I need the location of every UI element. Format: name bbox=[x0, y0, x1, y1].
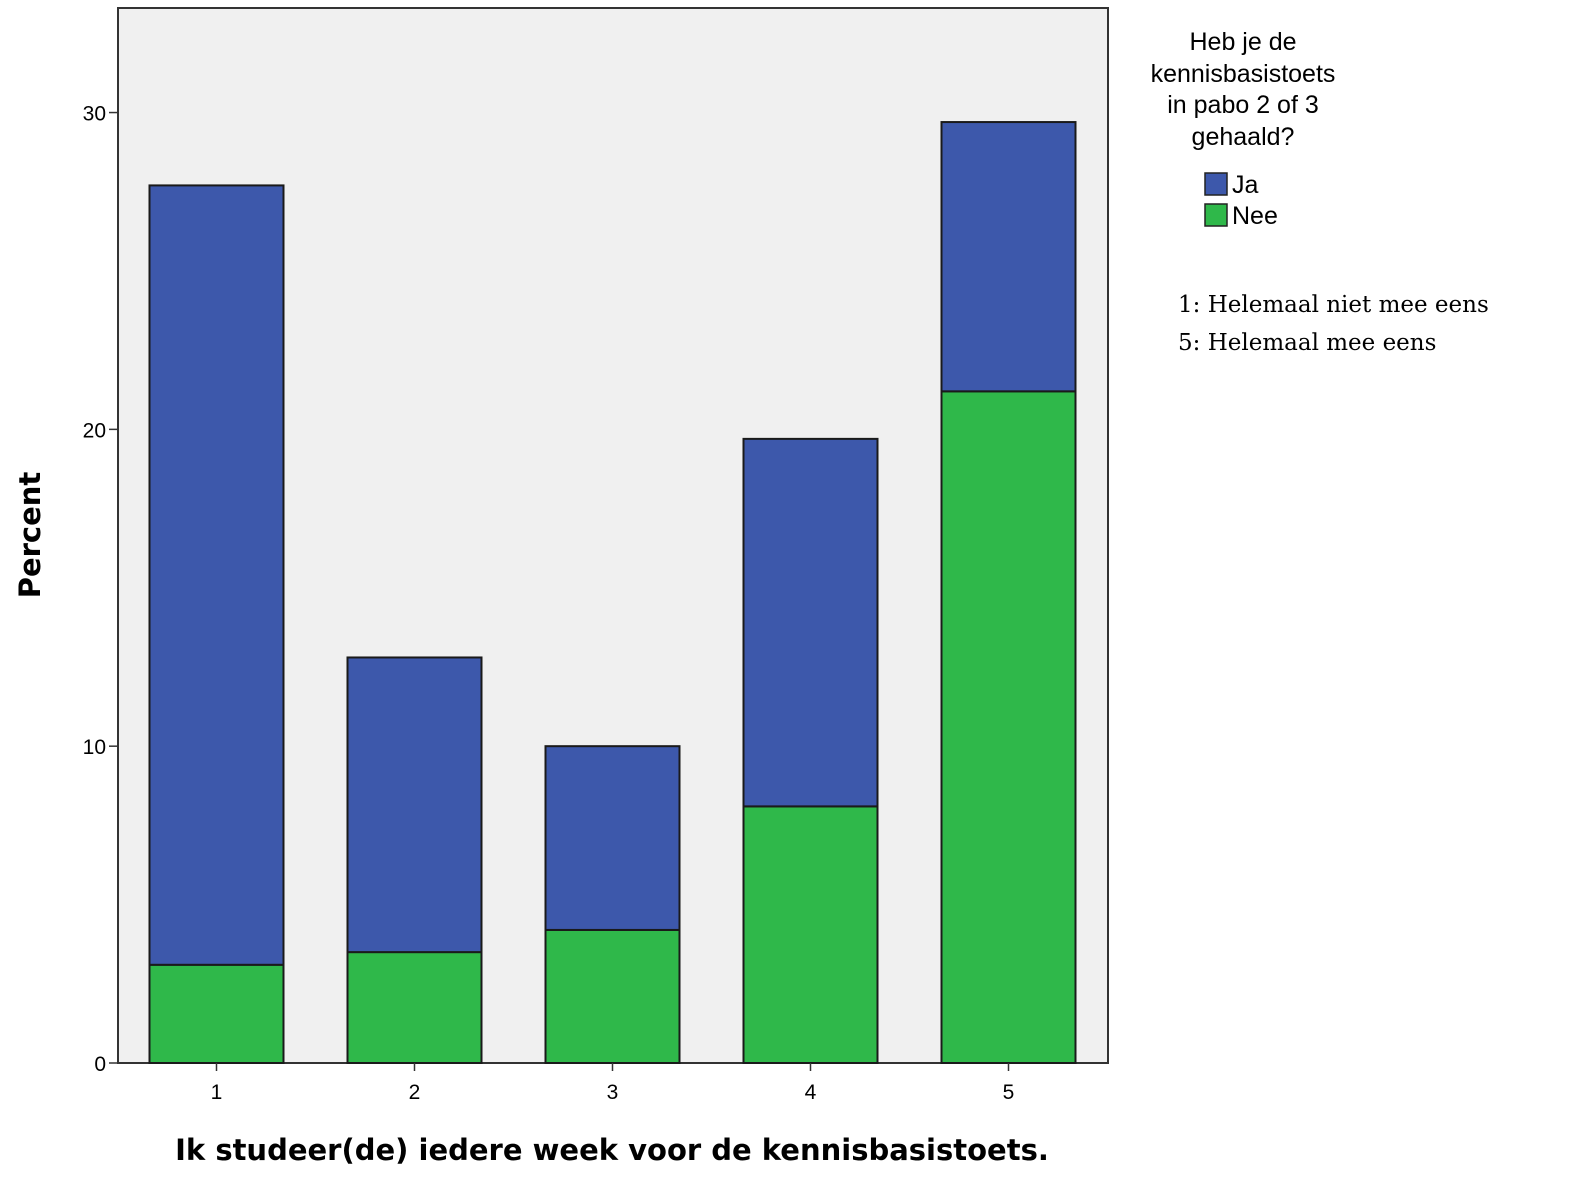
y-tick-label-0: 0 bbox=[94, 1053, 106, 1076]
legend-swatch-ja bbox=[1204, 172, 1228, 196]
legend-label-nee: Nee bbox=[1232, 202, 1278, 230]
x-tick-label-2: 2 bbox=[409, 1081, 421, 1104]
bar-nee-5 bbox=[940, 390, 1077, 1065]
legend-title-line-4: gehaald? bbox=[1192, 123, 1295, 151]
x-tick-label-1: 1 bbox=[211, 1081, 223, 1104]
bars-group bbox=[148, 121, 1077, 1065]
bar-ja-3 bbox=[544, 745, 681, 931]
bar-ja-4 bbox=[742, 437, 879, 808]
x-tick-label-4: 4 bbox=[805, 1081, 817, 1104]
bar-nee-1 bbox=[148, 963, 285, 1065]
scale-note-1: 1: Helemaal niet mee eens bbox=[1178, 292, 1489, 318]
bar-ja-5 bbox=[940, 121, 1077, 393]
bar-nee-2 bbox=[346, 951, 483, 1065]
legend-title-line-1: Heb je de bbox=[1189, 28, 1296, 56]
bar-nee-4 bbox=[742, 805, 879, 1064]
x-tick-label-5: 5 bbox=[1003, 1081, 1015, 1104]
x-tick-label-3: 3 bbox=[607, 1081, 619, 1104]
scale-note-5: 5: Helemaal mee eens bbox=[1178, 330, 1436, 356]
legend-title-line-3: in pabo 2 of 3 bbox=[1167, 91, 1319, 119]
legend: Heb je de kennisbasistoets in pabo 2 of … bbox=[1151, 28, 1336, 230]
legend-title-line-2: kennisbasistoets bbox=[1151, 60, 1336, 88]
legend-label-ja: Ja bbox=[1232, 171, 1259, 199]
y-axis-title: Percent bbox=[13, 472, 47, 599]
x-axis: 1 2 3 4 5 bbox=[211, 1063, 1015, 1104]
bar-nee-3 bbox=[544, 928, 681, 1065]
x-axis-title: Ik studeer(de) iedere week voor de kenni… bbox=[175, 1133, 1049, 1167]
bar-ja-1 bbox=[148, 184, 285, 966]
y-axis: 0 10 20 30 bbox=[83, 103, 118, 1076]
y-tick-label-30: 30 bbox=[83, 103, 106, 126]
legend-swatch-nee bbox=[1204, 203, 1228, 227]
y-tick-label-20: 20 bbox=[83, 419, 106, 442]
y-tick-label-10: 10 bbox=[83, 736, 106, 759]
bar-ja-2 bbox=[346, 656, 483, 954]
